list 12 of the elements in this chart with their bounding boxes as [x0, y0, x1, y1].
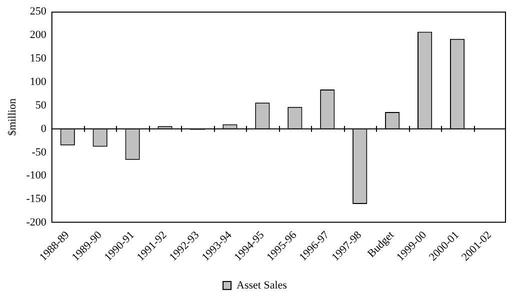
- y-tick-label: 50: [35, 99, 47, 112]
- y-tick-label: 200: [30, 28, 47, 41]
- y-tick-label: 100: [30, 76, 47, 88]
- y-tick-label: -150: [26, 193, 47, 206]
- y-tick-label: 150: [30, 52, 47, 64]
- y-tick-label: -200: [26, 216, 47, 229]
- legend-label: Asset Sales: [236, 279, 287, 292]
- y-tick-label: -50: [32, 146, 47, 158]
- y-tick-label: -100: [26, 170, 47, 182]
- y-axis-title: $million: [6, 98, 18, 136]
- y-tick-label: 250: [30, 5, 47, 18]
- y-tick-label: 0: [40, 122, 47, 135]
